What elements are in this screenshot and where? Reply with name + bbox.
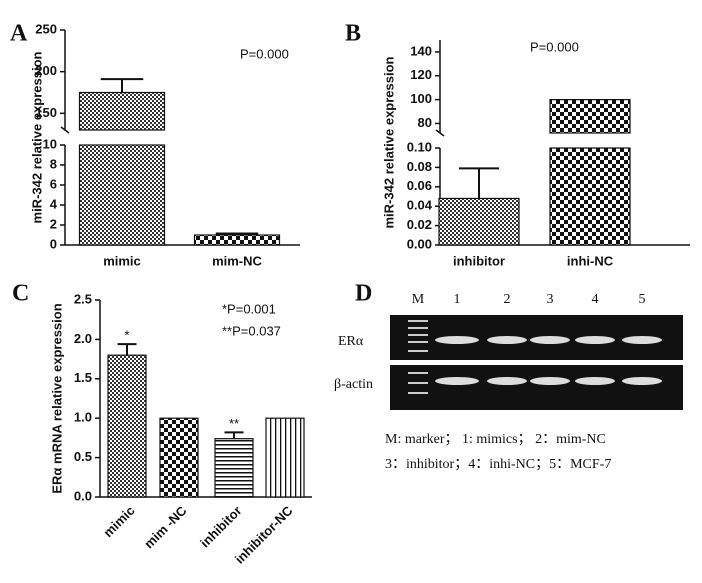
y-tick-label: 150 <box>35 105 57 120</box>
x-tick-label: inhi-NC <box>567 253 614 268</box>
y-tick-label: 0.04 <box>407 198 433 213</box>
y-tick-label: 0.08 <box>407 159 432 174</box>
y-tick-label: 10 <box>43 136 57 151</box>
y-tick-label: 120 <box>410 67 432 82</box>
y-axis-label: ERα mRNA relative expression <box>49 303 64 493</box>
y-tick-label: 100 <box>410 91 432 106</box>
panel-letter: D <box>355 281 372 307</box>
y-tick-label: 140 <box>410 43 432 58</box>
error-bar <box>100 78 144 93</box>
y-tick-label: 2 <box>50 216 57 231</box>
bar <box>78 91 166 131</box>
legend-line: 3：inhibitor；4：inhi-NC；5：MCF-7 <box>385 457 611 472</box>
axis-break <box>60 126 70 134</box>
y-tick-label: 0.10 <box>407 139 432 154</box>
bar <box>549 99 631 134</box>
marker-ladder <box>408 320 428 394</box>
significance-marker: * <box>124 328 129 343</box>
x-tick-label: mimic <box>103 253 141 268</box>
y-tick-label: 0 <box>50 236 57 251</box>
annotation: **P=0.037 <box>222 323 281 338</box>
lane-label: 2 <box>504 292 511 307</box>
bar <box>159 417 199 498</box>
error-bar <box>117 343 137 356</box>
y-tick-label: 80 <box>418 115 432 130</box>
lane-label: 3 <box>547 292 554 307</box>
annotation: P=0.000 <box>240 46 289 61</box>
lane-label: M <box>412 292 425 307</box>
panel-letter: B <box>345 21 361 47</box>
y-tick-label: 0.00 <box>407 236 432 251</box>
y-tick-label: 200 <box>35 63 57 78</box>
error-bar <box>459 167 499 199</box>
y-tick-label: 2.0 <box>74 331 92 346</box>
y-tick-label: 0.5 <box>74 449 92 464</box>
bar <box>549 147 631 246</box>
legend-line: M: marker； 1: mimics； 2：mim-NC <box>385 432 606 447</box>
y-tick-label: 0.02 <box>407 217 432 232</box>
panel-letter: A <box>10 21 28 47</box>
gel-row <box>390 365 683 410</box>
y-tick-label: 0.06 <box>407 178 432 193</box>
bar <box>78 144 166 246</box>
error-bar <box>224 431 244 439</box>
bar <box>214 438 254 498</box>
panel-letter: C <box>12 281 29 307</box>
y-tick-label: 0.0 <box>74 488 92 503</box>
bar <box>193 234 281 246</box>
significance-marker: ** <box>229 416 239 431</box>
lane-label: 1 <box>454 292 461 307</box>
y-tick-label: 4 <box>50 196 58 211</box>
y-tick-label: 8 <box>50 156 57 171</box>
y-tick-label: 1.0 <box>74 410 92 425</box>
error-bar <box>215 232 259 235</box>
axis-break <box>435 129 445 137</box>
bands <box>435 336 662 385</box>
x-tick-label: mim -NC <box>141 503 190 552</box>
bar <box>438 197 520 246</box>
lane-label: 4 <box>592 292 599 307</box>
row-label: β-actin <box>334 377 373 392</box>
annotation: P=0.000 <box>530 39 579 54</box>
bar <box>107 354 147 498</box>
y-axis-label: miR-342 relative expression <box>29 51 44 223</box>
y-axis-label: miR-342 relative expression <box>381 56 396 228</box>
x-tick-label: mimic <box>100 503 137 540</box>
x-tick-label: mim-NC <box>212 253 262 268</box>
lane-label: 5 <box>639 292 646 307</box>
row-label: ERα <box>338 334 364 349</box>
y-tick-label: 250 <box>35 21 57 36</box>
annotation: *P=0.001 <box>222 301 276 316</box>
y-tick-label: 2.5 <box>74 291 92 306</box>
y-tick-label: 6 <box>50 176 57 191</box>
gel-panel: D M 1 2 3 4 5 ERα β-actin M: marker； 1: … <box>334 281 683 472</box>
x-tick-label: inhibitor <box>197 503 244 550</box>
x-tick-label: inhibitor <box>453 253 505 268</box>
y-tick-label: 1.5 <box>74 370 92 385</box>
bar <box>265 417 305 498</box>
